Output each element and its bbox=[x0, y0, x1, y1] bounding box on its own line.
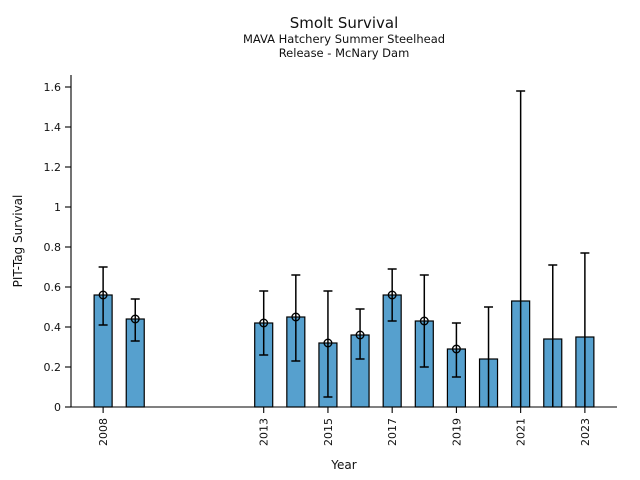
y-tick-label: 1.6 bbox=[44, 81, 62, 94]
point-marker-2018 bbox=[419, 316, 429, 326]
x-axis-label: Year bbox=[330, 458, 356, 472]
point-marker-2008 bbox=[98, 290, 108, 300]
y-tick-label: 1 bbox=[54, 201, 61, 214]
chart-title: Smolt Survival bbox=[290, 14, 399, 32]
point-marker-2017 bbox=[387, 290, 397, 300]
x-tick-label: 2008 bbox=[97, 418, 110, 446]
x-tick-label: 2017 bbox=[386, 418, 399, 446]
errorbars-layer bbox=[98, 90, 590, 407]
x-tick-label: 2015 bbox=[322, 418, 335, 446]
x-tick-label: 2023 bbox=[579, 418, 592, 446]
point-marker-2016 bbox=[355, 330, 365, 340]
chart-subtitle-line2: Release - McNary Dam bbox=[279, 46, 410, 60]
x-tick-label: 2019 bbox=[450, 418, 463, 446]
bars-layer bbox=[93, 294, 595, 408]
point-marker-2009 bbox=[130, 314, 140, 324]
point-marker-2014 bbox=[291, 312, 301, 322]
y-tick-label: 0.8 bbox=[44, 241, 62, 254]
x-tick-label: 2013 bbox=[258, 418, 271, 446]
y-tick-label: 0.6 bbox=[44, 281, 62, 294]
point-marker-2015 bbox=[323, 338, 333, 348]
x-tick-label: 2021 bbox=[515, 418, 528, 446]
y-tick-label: 0.2 bbox=[44, 361, 62, 374]
chart-subtitle-line1: MAVA Hatchery Summer Steelhead bbox=[243, 32, 445, 46]
y-tick-label: 1.4 bbox=[44, 121, 62, 134]
y-tick-label: 0 bbox=[54, 401, 61, 414]
point-marker-2019 bbox=[451, 344, 461, 354]
point-marker-2013 bbox=[259, 318, 269, 328]
y-tick-label: 0.4 bbox=[44, 321, 62, 334]
y-tick-label: 1.2 bbox=[44, 161, 62, 174]
axis-ticks-layer: 0 0.2 0.4 0.6 0.8 1 1.2 1.4 1.6 2008 2013 2015 2017 2… bbox=[44, 81, 592, 446]
y-axis-label: PIT-Tag Survival bbox=[11, 195, 25, 288]
